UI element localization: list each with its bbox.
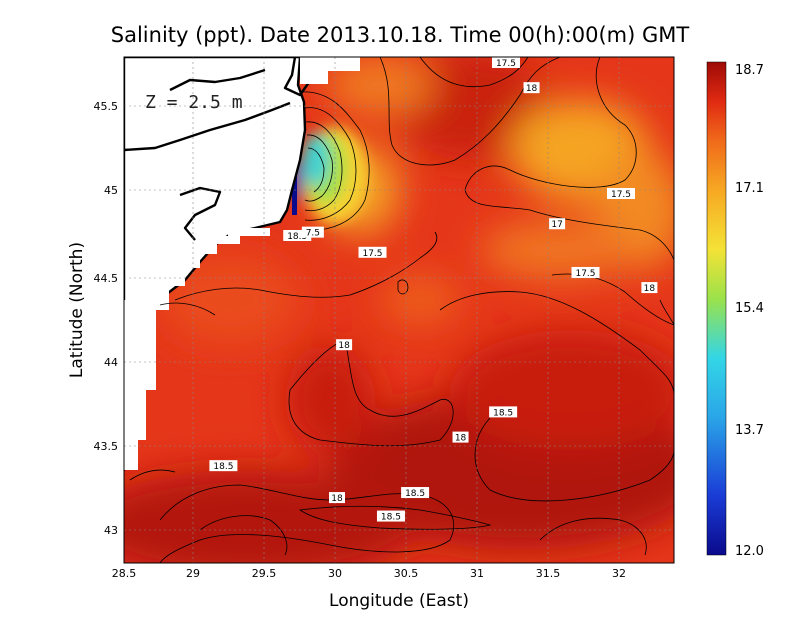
colorbar-tick-label: 13.7: [735, 423, 764, 438]
contour-label-text: 18: [526, 84, 538, 94]
contour-label: 18.5: [283, 230, 312, 242]
contour-label-text: 7.5: [306, 229, 320, 239]
contour-label: 18: [329, 492, 345, 504]
y-tick-label: 43.5: [94, 440, 119, 453]
contour-label-box: [678, 309, 706, 320]
x-axis: 28.5 29 29.5 30 30.5 31 31.5 32: [112, 567, 626, 580]
contour-label: 18: [523, 82, 540, 94]
x-tick-label: 30: [328, 567, 342, 580]
contour-label-box: [329, 492, 345, 504]
contour-label-box: [358, 246, 387, 258]
colorbar-tick-label: 12.0: [735, 544, 764, 559]
contour-label: 18.5: [376, 510, 405, 523]
map-title: Salinity (ppt). Date 2013.10.18. Time 00…: [111, 23, 690, 47]
y-axis: 43 43.5 44 44.5 45 45.5: [94, 100, 119, 537]
contour-label-box: [523, 82, 540, 94]
contour-label-box: [571, 266, 600, 278]
contour-label-text: 18.5: [213, 462, 233, 472]
contour-label: 18.5: [209, 460, 238, 472]
colorbar: 18.7 17.1 15.4 13.7 12.0: [706, 61, 764, 559]
contour-label-text: 18.5: [381, 513, 401, 523]
contour-label: 7.5: [301, 226, 324, 239]
x-tick-label: 32: [612, 567, 626, 580]
coastal-mask: [124, 57, 360, 470]
colorbar-tick-label: 15.4: [735, 301, 764, 316]
contour-label-text: 18.5: [287, 232, 307, 242]
contour-label: 17.5: [491, 57, 520, 69]
colorbar-tick-label: 17.1: [735, 181, 764, 196]
contour-label-text: 17.5: [611, 190, 631, 200]
contour-label-box: [607, 188, 635, 199]
y-tick-label: 45.5: [94, 100, 119, 113]
salinity-field: 17.51817.51717.518.57.517.51817.51818.51…: [124, 57, 706, 563]
x-axis-title: Longitude (East): [329, 591, 469, 611]
contour-label-box: [549, 218, 566, 230]
x-tick-label: 31: [470, 567, 484, 580]
contour-label-text: 18: [338, 341, 350, 351]
contour-label-text: 17.5: [575, 269, 595, 279]
contour-label-box: [641, 282, 658, 294]
contour-label-box: [452, 431, 469, 443]
contour-label: 18.5: [489, 406, 518, 418]
contour-label: 17.5: [678, 309, 706, 321]
y-axis-title: Latitude (North): [67, 242, 87, 378]
y-tick-label: 44: [104, 356, 118, 369]
contour-label: 18: [336, 339, 353, 351]
contour-label: 18: [452, 431, 469, 444]
contour-label: 18.5: [401, 487, 430, 499]
colorbar-tick-label: 18.7: [735, 63, 764, 78]
contour-label-text: 18: [644, 284, 656, 294]
contour-label-text: 18.5: [493, 408, 513, 418]
contour-label-box: [301, 226, 324, 238]
depth-label: Z = 2.5 m: [145, 92, 243, 113]
x-tick-label: 30.5: [394, 567, 419, 580]
contour-label-box: [489, 406, 518, 418]
x-tick-label: 31.5: [536, 567, 561, 580]
contour-label-text: 17.5: [496, 59, 516, 69]
plot-frame: [123, 56, 675, 564]
contour-label-text: 17: [551, 220, 562, 230]
contour-label: 17.5: [607, 188, 635, 200]
x-tick-label: 29.5: [252, 567, 277, 580]
y-tick-label: 43: [104, 524, 118, 537]
contour-label-text: 18: [455, 434, 467, 444]
contour-label-box: [376, 510, 405, 522]
contour-label-text: 17.5: [682, 311, 702, 321]
contour-label: 17.5: [358, 246, 387, 259]
contour-label-text: 18.5: [405, 489, 425, 499]
contour-label-text: 18: [331, 494, 343, 504]
y-tick-label: 45: [104, 184, 118, 197]
contour-label: 17.5: [571, 266, 600, 279]
y-tick-label: 44.5: [94, 272, 119, 285]
contour-label-text: 17.5: [362, 249, 382, 259]
contour-label-box: [401, 487, 430, 499]
colorbar-gradient: [706, 61, 727, 556]
contour-label-box: [491, 57, 520, 68]
contour-label: 18: [641, 282, 658, 294]
contour-label-box: [209, 460, 238, 472]
x-tick-label: 29: [186, 567, 200, 580]
grid-lines: [124, 57, 674, 563]
x-tick-label: 28.5: [112, 567, 137, 580]
contour-labels: 17.51817.51717.518.57.517.51817.51818.51…: [209, 57, 706, 523]
contour-label-box: [336, 339, 353, 351]
contour-label-box: [283, 230, 312, 241]
contour-label: 17: [549, 218, 566, 230]
